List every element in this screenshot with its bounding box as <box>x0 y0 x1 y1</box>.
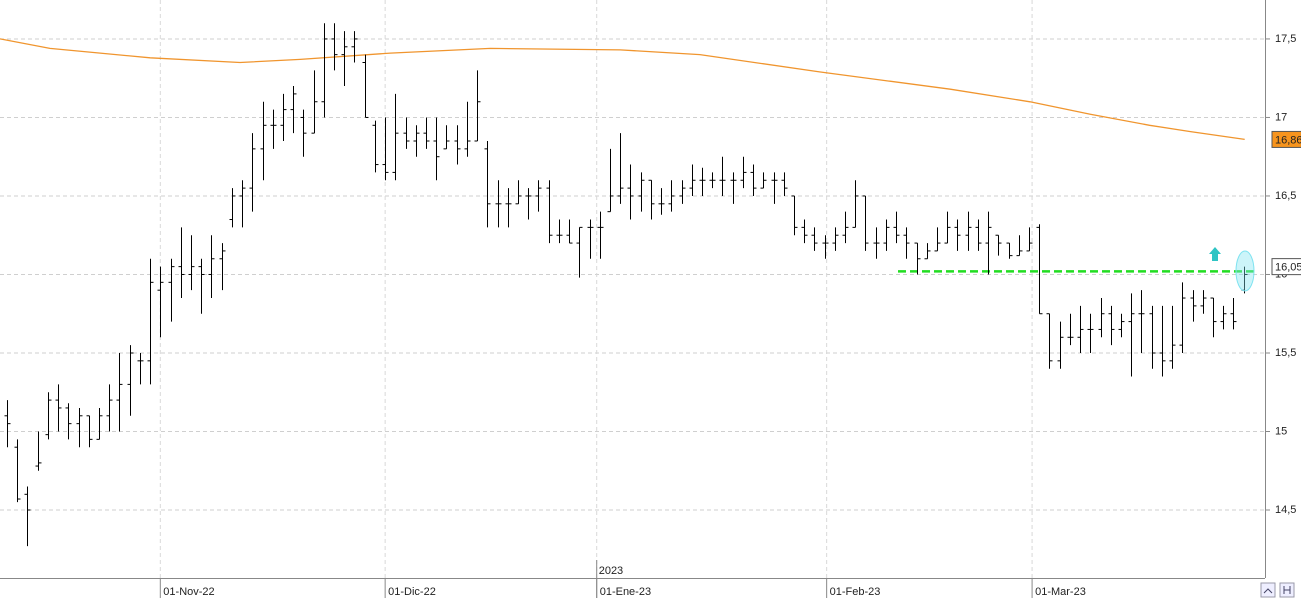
y-tick-label: 17 <box>1275 111 1287 123</box>
y-tick-label: 15,5 <box>1275 347 1296 359</box>
y-tick-label: 15 <box>1275 425 1287 437</box>
plot <box>0 23 1255 547</box>
price-tag <box>1271 130 1301 148</box>
axes-labels: 14,51515,51616,51717,501-Nov-2201-Dic-22… <box>159 33 1301 598</box>
price-tag-label: 16,86 <box>1275 134 1301 146</box>
year-label: 2023 <box>599 565 623 577</box>
moving-average <box>0 38 1245 141</box>
up-arrow <box>1209 247 1221 261</box>
x-tick-label: 01-Nov-22 <box>163 586 214 598</box>
scale-icon <box>1283 586 1291 594</box>
highlight <box>1235 250 1255 292</box>
x-tick-label: 01-Ene-23 <box>600 586 651 598</box>
x-tick-label: 01-Feb-23 <box>830 586 881 598</box>
y-tick-label: 14,5 <box>1275 504 1296 516</box>
y-tick-label: 16,5 <box>1275 190 1296 202</box>
price-tag-label: 16,05 <box>1275 262 1301 274</box>
x-tick-label: 01-Mar-23 <box>1035 586 1086 598</box>
zoom-button[interactable] <box>1260 582 1276 598</box>
y-tick-label: 17,5 <box>1275 33 1296 45</box>
price-tag <box>1271 258 1301 276</box>
x-tick-label: 01-Dic-22 <box>388 586 436 598</box>
zoom-icon <box>1263 588 1273 594</box>
